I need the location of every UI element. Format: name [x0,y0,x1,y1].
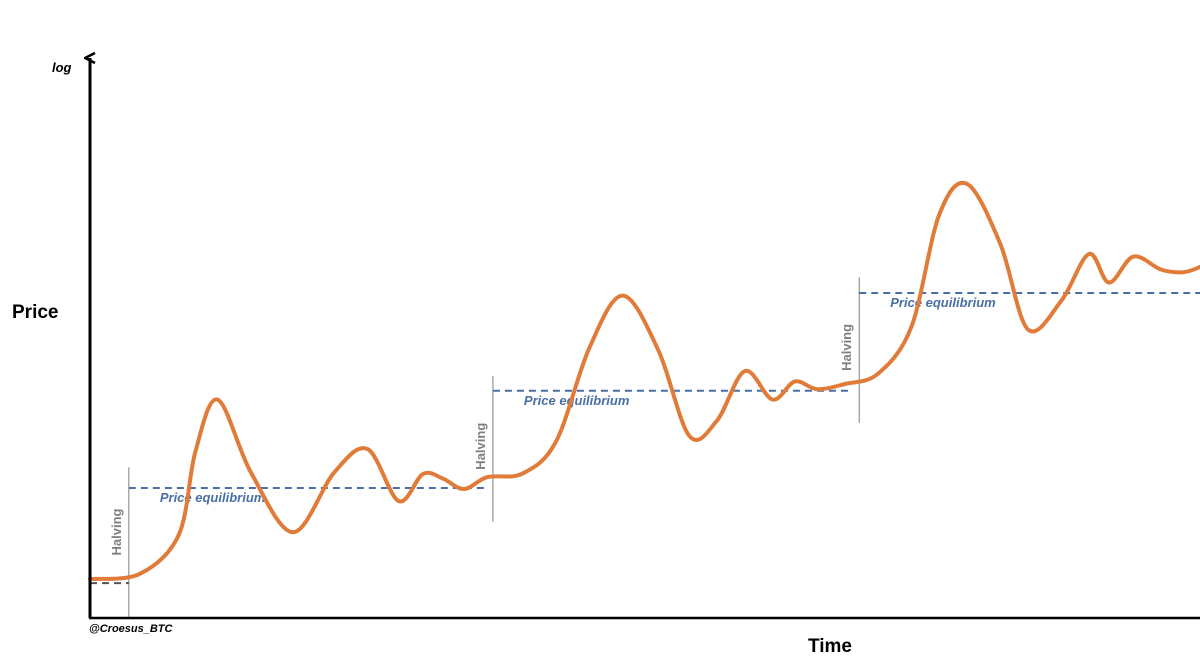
equilibrium-lines: Price equilibrium Price equilibrium Price … [90,292,1200,585]
halving-label-1: Halving [109,508,124,555]
x-axis-label: Time [808,636,852,657]
y-axis-label: Price [12,302,58,323]
equilibrium-label-3: Price equilibrium [890,295,996,310]
equilibrium-label-1: Price equilibrium [160,490,266,505]
author-credit: @Croesus_BTC [89,623,174,635]
halving-markers: Halving Halving Halving [109,277,860,618]
y-scale-label: log [52,60,72,75]
equilibrium-label-2: Price equilibrium [524,393,630,408]
halving-label-2: Halving [473,423,488,470]
halving-label-3: Halving [839,324,854,371]
price-line [88,180,1200,581]
